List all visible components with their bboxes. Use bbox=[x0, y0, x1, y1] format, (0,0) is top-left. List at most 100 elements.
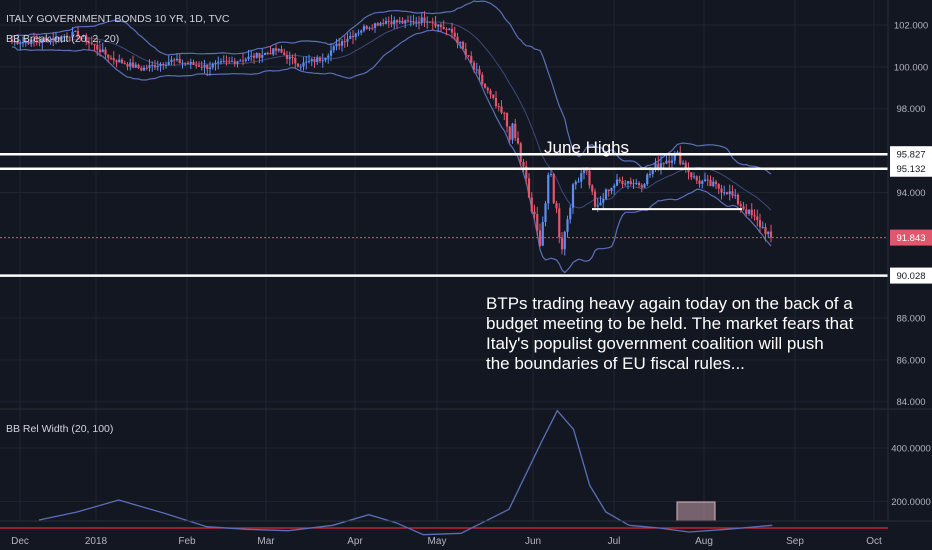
candle-body bbox=[508, 126, 511, 140]
candle-body bbox=[580, 173, 583, 182]
candle-body bbox=[263, 52, 267, 55]
price-tick-label: 98.000 bbox=[896, 104, 925, 115]
indicator-legend[interactable]: BB Break-out (20, 2, 20) bbox=[6, 33, 120, 45]
candle-body bbox=[698, 180, 701, 184]
level-price-label: 95.132 bbox=[896, 164, 925, 175]
candle-body bbox=[593, 191, 597, 207]
candle-body bbox=[687, 169, 690, 173]
time-tick-label: Aug bbox=[695, 536, 713, 547]
bb-rel-width-pane bbox=[0, 408, 932, 536]
level-price-tag bbox=[890, 146, 932, 163]
candle-body bbox=[305, 61, 308, 63]
candle-body bbox=[662, 163, 665, 165]
candle-body bbox=[497, 106, 500, 108]
level-price-tag bbox=[890, 267, 932, 284]
candle-body bbox=[544, 203, 547, 223]
candle-body bbox=[684, 162, 687, 170]
candle-body bbox=[769, 231, 773, 238]
comment-annotation: BTPs trading heavy again today on the ba… bbox=[486, 294, 853, 374]
candle-body bbox=[448, 28, 451, 30]
time-tick-label: Apr bbox=[347, 536, 363, 547]
candle-body bbox=[277, 49, 280, 51]
candle-body bbox=[758, 220, 762, 228]
candle-body bbox=[360, 30, 363, 33]
candle-body bbox=[434, 23, 437, 27]
candle-body bbox=[500, 106, 503, 113]
candle-body bbox=[514, 123, 517, 138]
candle-body bbox=[714, 181, 718, 184]
candle-body bbox=[437, 24, 440, 27]
candle-body bbox=[357, 32, 360, 34]
candle-body bbox=[162, 63, 165, 66]
candle-body bbox=[299, 66, 302, 68]
symbol-legend[interactable]: ITALY GOVERNMENT BONDS 10 YR, 1D, TVC bbox=[6, 13, 230, 25]
level-price-tag bbox=[890, 160, 932, 177]
candle-body bbox=[285, 54, 289, 59]
candle-body bbox=[153, 65, 157, 68]
candle-body bbox=[288, 56, 291, 59]
candle-body bbox=[527, 178, 531, 198]
candle-body bbox=[588, 170, 591, 186]
candle-body bbox=[409, 21, 412, 23]
time-tick-label: Feb bbox=[178, 536, 196, 547]
candle-body bbox=[71, 31, 74, 38]
candle-body bbox=[228, 61, 231, 63]
candle-body bbox=[178, 58, 181, 64]
candle-body bbox=[296, 63, 300, 67]
candle-body bbox=[516, 137, 520, 144]
price-tick-label: 100.000 bbox=[894, 62, 928, 73]
candle-body bbox=[533, 211, 536, 215]
bollinger-bands bbox=[11, 0, 772, 274]
candle-body bbox=[222, 61, 225, 63]
candle-body bbox=[412, 21, 415, 23]
price-tick-label: 86.000 bbox=[896, 355, 925, 366]
candle-body bbox=[467, 55, 470, 57]
candle-body bbox=[596, 205, 599, 207]
lower-indicator-legend[interactable]: BB Rel Width (20, 100) bbox=[6, 423, 114, 435]
candle-body bbox=[313, 59, 316, 63]
candle-body bbox=[624, 183, 627, 185]
candle-body bbox=[632, 183, 635, 185]
candle-body bbox=[54, 36, 58, 41]
candle-body bbox=[230, 61, 234, 63]
candle-body bbox=[728, 191, 731, 195]
candle-body bbox=[181, 62, 184, 64]
comment-line: budget meeting to be held. The market fe… bbox=[486, 314, 854, 333]
candle-body bbox=[552, 174, 555, 204]
candle-body bbox=[401, 20, 404, 24]
candle-body bbox=[604, 189, 608, 200]
candle-body bbox=[712, 181, 715, 187]
candle-body bbox=[651, 169, 654, 175]
candle-body bbox=[519, 143, 522, 163]
candle-body bbox=[701, 181, 704, 184]
candle-body bbox=[123, 63, 126, 65]
candle-body bbox=[558, 208, 561, 238]
time-tick-label: Oct bbox=[866, 536, 882, 547]
candle-body bbox=[208, 67, 212, 69]
candle-body bbox=[453, 32, 456, 37]
candle-body bbox=[38, 42, 41, 44]
candle-body bbox=[335, 43, 338, 47]
candle-body bbox=[706, 179, 709, 181]
candle-body bbox=[310, 59, 313, 62]
level-price-label: 90.028 bbox=[896, 271, 925, 282]
candle-body bbox=[351, 35, 355, 37]
rel-width-tick-label: 400.0000 bbox=[891, 444, 931, 455]
candle-body bbox=[761, 226, 764, 228]
candle-body bbox=[450, 28, 454, 33]
candle-body bbox=[574, 181, 577, 185]
candle-body bbox=[676, 152, 679, 154]
candle-body bbox=[219, 61, 223, 63]
candle-body bbox=[200, 66, 203, 68]
candle-body bbox=[16, 41, 19, 44]
candle-body bbox=[118, 59, 121, 63]
candle-body bbox=[547, 174, 550, 204]
candle-body bbox=[318, 57, 322, 61]
candle-body bbox=[555, 203, 558, 209]
comment-line: the boundaries of EU fiscal rules... bbox=[486, 354, 745, 373]
price-tick-label: 102.000 bbox=[894, 21, 928, 32]
candle-body bbox=[648, 174, 652, 176]
price-tick-label: 94.000 bbox=[896, 188, 925, 199]
candle-body bbox=[745, 209, 748, 214]
